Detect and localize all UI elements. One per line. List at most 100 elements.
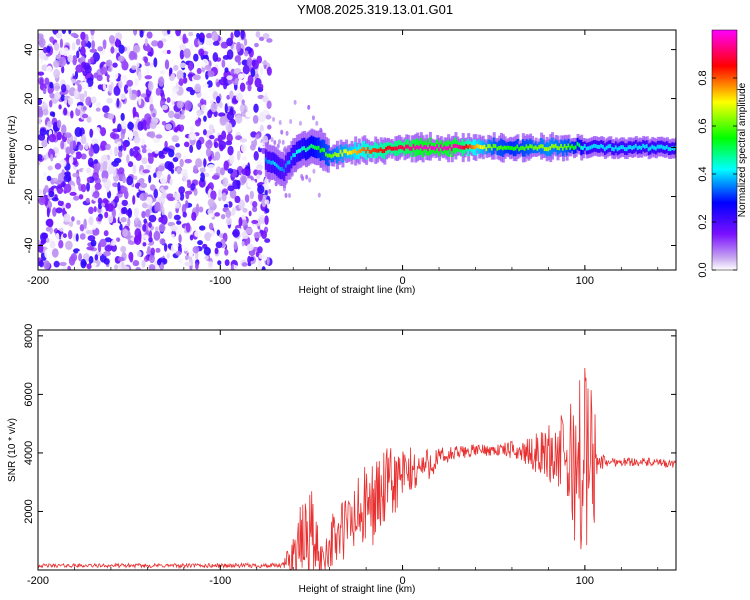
noise-speck: [44, 77, 50, 85]
noise-speck: [71, 42, 76, 51]
noise-speck: [199, 172, 205, 183]
noise-speck: [72, 140, 77, 150]
noise-speck: [223, 203, 229, 209]
noise-speck: [83, 90, 88, 98]
noise-speck: [203, 246, 211, 256]
noise-speck: [69, 191, 77, 196]
noise-speck: [106, 203, 114, 212]
noise-speck: [119, 74, 128, 80]
signal-core: [656, 144, 660, 149]
noise-speck: [186, 86, 194, 92]
noise-speck: [252, 114, 259, 124]
noise-speck: [173, 64, 179, 71]
noise-speck: [239, 104, 245, 113]
noise-speck: [193, 37, 200, 48]
noise-speck: [256, 164, 264, 171]
noise-speck: [257, 217, 266, 225]
noise-speck: [68, 30, 72, 35]
noise-speck: [134, 77, 139, 87]
noise-speck: [106, 97, 113, 104]
noise-speck: [207, 164, 215, 169]
noise-speck: [244, 194, 250, 203]
noise-speck: [63, 174, 71, 182]
noise-speck: [38, 188, 43, 195]
noise-speck: [207, 261, 214, 269]
noise-speck: [133, 235, 142, 245]
noise-speck: [199, 167, 206, 173]
noise-speck: [256, 55, 263, 64]
noise-speck: [248, 210, 252, 217]
signal-core: [303, 146, 307, 151]
noise-speck: [293, 99, 297, 105]
noise-speck: [53, 260, 60, 268]
noise-speck: [179, 158, 184, 168]
signal-core: [277, 165, 281, 170]
signal-core: [478, 144, 482, 149]
signal-core: [556, 145, 560, 150]
noise-speck: [94, 254, 99, 261]
signal-core: [587, 146, 591, 151]
noise-speck: [72, 55, 78, 66]
noise-speck: [171, 100, 176, 105]
noise-speck: [201, 92, 208, 100]
noise-speck: [108, 214, 114, 224]
noise-speck: [227, 168, 234, 174]
noise-speck: [155, 87, 161, 96]
noise-speck: [242, 207, 248, 213]
noise-speck: [97, 197, 103, 205]
noise-speck: [206, 32, 213, 39]
noise-speck: [45, 237, 50, 243]
noise-speck: [264, 177, 269, 187]
noise-speck: [234, 55, 242, 63]
noise-speck: [184, 255, 189, 261]
snr-ylabel: SNR (10 * v/v): [7, 418, 18, 482]
noise-speck: [226, 94, 231, 100]
noise-speck: [62, 233, 67, 238]
signal-core: [649, 146, 653, 151]
noise-speck: [153, 230, 161, 241]
noise-speck: [215, 241, 223, 249]
signal-core: [321, 147, 325, 152]
noise-speck: [129, 148, 134, 157]
noise-speck: [39, 77, 44, 86]
signal-core: [445, 146, 449, 151]
colorbar: 0.0 0.2 0.4 0.6 0.8 Normalized spectral ampl…: [697, 29, 748, 278]
signal-core: [434, 146, 438, 151]
noise-speck: [260, 130, 267, 136]
noise-speck: [254, 77, 262, 88]
noise-speck: [217, 260, 222, 266]
noise-speck: [253, 103, 259, 113]
chart-title: YM08.2025.319.13.01.G01: [297, 2, 453, 17]
noise-speck: [78, 144, 84, 151]
noise-speck: [145, 164, 152, 170]
noise-speck: [143, 56, 149, 64]
noise-speck: [185, 120, 190, 130]
signal-core: [518, 147, 522, 152]
noise-speck: [234, 30, 241, 38]
noise-speck: [161, 120, 167, 126]
noise-speck: [164, 161, 172, 170]
noise-speck: [132, 45, 141, 54]
noise-speck: [178, 234, 182, 243]
noise-speck: [214, 212, 221, 217]
signal-core: [297, 149, 301, 154]
noise-speck: [117, 181, 121, 192]
noise-speck: [218, 112, 226, 117]
noise-speck: [307, 104, 311, 110]
noise-speck: [46, 120, 53, 128]
spectrogram-plot-area: [38, 30, 676, 270]
noise-speck: [118, 79, 123, 89]
noise-speck: [194, 251, 199, 260]
signal-core: [505, 145, 509, 150]
noise-speck: [174, 126, 179, 133]
noise-speck: [51, 50, 58, 57]
noise-speck: [221, 130, 227, 140]
noise-speck: [160, 214, 168, 226]
signal-core: [527, 146, 531, 150]
noise-speck: [197, 102, 202, 108]
noise-speck: [305, 174, 309, 180]
noise-speck: [179, 62, 187, 69]
noise-speck: [207, 198, 215, 207]
noise-speck: [221, 192, 227, 202]
